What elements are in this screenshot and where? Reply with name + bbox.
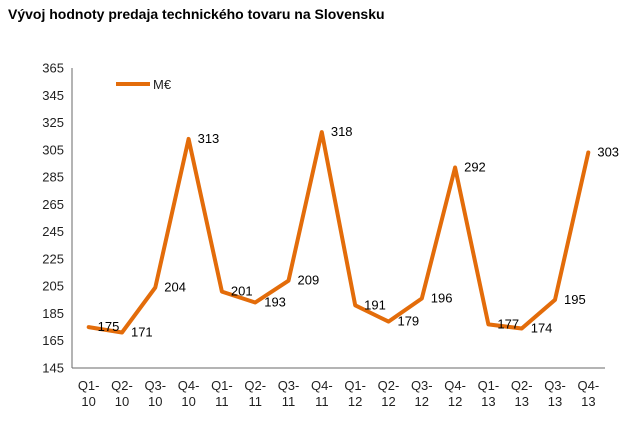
x-tick-label-year: 12	[448, 394, 462, 409]
x-tick-label-quarter: Q3-	[411, 378, 433, 393]
x-tick-label-year: 13	[481, 394, 495, 409]
x-tick-label-year: 13	[514, 394, 528, 409]
x-tick-label-quarter: Q4-	[444, 378, 466, 393]
x-tick-label-year: 12	[415, 394, 429, 409]
y-tick-label: 225	[42, 251, 64, 266]
y-tick-label: 325	[42, 115, 64, 130]
chart-title: Vývoj hodnoty predaja technického tovaru…	[8, 6, 385, 22]
y-tick-label: 265	[42, 197, 64, 212]
data-label: 303	[597, 145, 619, 160]
series-line	[86, 130, 591, 335]
y-tick-label: 145	[42, 361, 64, 376]
data-label: 179	[397, 314, 419, 329]
x-tick-label-quarter: Q4-	[311, 378, 333, 393]
x-tick-label-quarter: Q2-	[244, 378, 266, 393]
x-tick-label-year: 10	[181, 394, 195, 409]
y-tick-label: 165	[42, 333, 64, 348]
x-tick-label-year: 11	[315, 394, 329, 409]
x-tick-label-quarter: Q1-	[211, 378, 233, 393]
x-tick-label-year: 13	[548, 394, 562, 409]
x-tick-label-quarter: Q2-	[378, 378, 400, 393]
data-label: 175	[98, 319, 120, 334]
x-tick-label-quarter: Q3-	[278, 378, 300, 393]
x-tick-label-year: 10	[148, 394, 162, 409]
legend-label: M€	[153, 77, 172, 92]
y-tick-label: 245	[42, 224, 64, 239]
x-tick-label-quarter: Q2-	[111, 378, 133, 393]
x-tick-label-year: 10	[115, 394, 129, 409]
x-tick-label-quarter: Q1-	[78, 378, 100, 393]
data-label: 209	[298, 273, 320, 288]
data-label: 313	[198, 131, 220, 146]
x-tick-label-quarter: Q4-	[178, 378, 200, 393]
x-tick-label-year: 10	[81, 394, 95, 409]
x-tick-label-year: 11	[215, 394, 229, 409]
data-label: 292	[464, 160, 486, 175]
data-label: 174	[531, 320, 553, 335]
x-tick-label-quarter: Q3-	[544, 378, 566, 393]
x-tick-label-year: 11	[248, 394, 262, 409]
y-tick-label: 205	[42, 279, 64, 294]
x-tick-label-year: 12	[348, 394, 362, 409]
data-label: 204	[164, 280, 186, 295]
x-tick-label-quarter: Q1-	[344, 378, 366, 393]
data-label: 177	[497, 316, 519, 331]
x-tick-label-year: 12	[381, 394, 395, 409]
data-label: 195	[564, 292, 586, 307]
y-tick-label: 305	[42, 142, 64, 157]
data-label: 201	[231, 284, 253, 299]
y-tick-label: 345	[42, 88, 64, 103]
data-label: 191	[364, 297, 386, 312]
data-label: 193	[264, 295, 286, 310]
x-tick-label-quarter: Q2-	[511, 378, 533, 393]
x-tick-label-year: 13	[581, 394, 595, 409]
y-tick-label: 185	[42, 306, 64, 321]
data-label: 171	[131, 325, 153, 340]
data-label: 318	[331, 124, 353, 139]
y-tick-label: 285	[42, 170, 64, 185]
x-tick-label-quarter: Q1-	[478, 378, 500, 393]
data-label: 196	[431, 290, 453, 305]
y-tick-label: 365	[42, 61, 64, 76]
x-tick-label-quarter: Q3-	[144, 378, 166, 393]
x-tick-label-quarter: Q4-	[578, 378, 600, 393]
x-tick-label-year: 11	[282, 394, 296, 409]
